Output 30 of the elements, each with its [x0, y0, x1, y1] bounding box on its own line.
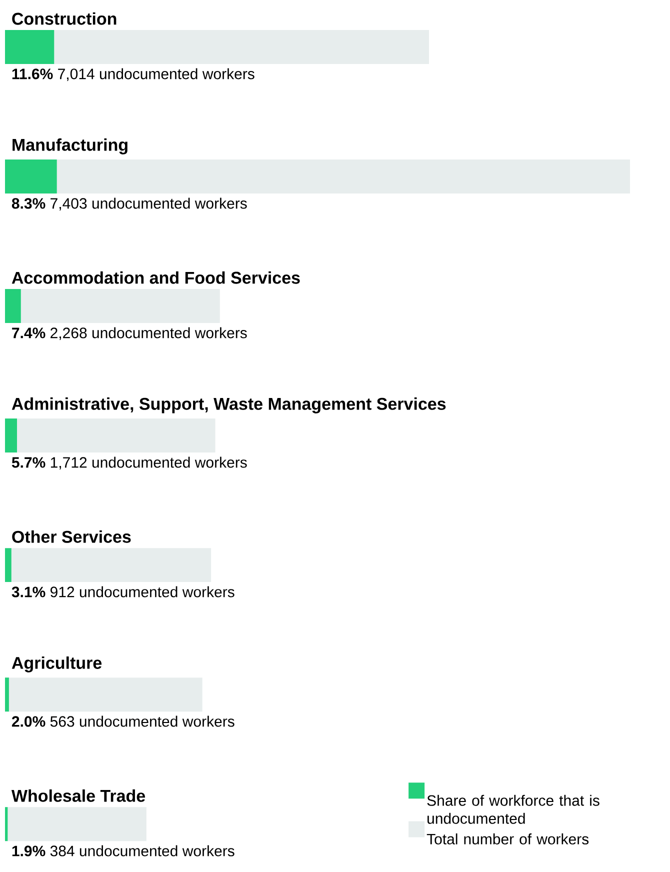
bar [5, 30, 54, 64]
bar [54, 30, 429, 64]
y-tick-label: Other Services [12, 530, 131, 543]
data-label: 1.9% 384 undocumented workers [12, 845, 234, 856]
y-tick-label: Wholesale Trade [11, 789, 146, 802]
y-tick-label: Construction [12, 12, 116, 25]
data-label: 7.4% 2,268 undocumented workers [12, 327, 247, 340]
bar [11, 548, 212, 582]
bar [16, 418, 216, 453]
y-tick-label: Manufacturing [12, 138, 128, 154]
y-tick-label: Administrative, Support, Waste Management Services [12, 397, 446, 414]
bar [56, 160, 630, 194]
data-label: 3.1% 912 undocumented workers [12, 586, 234, 598]
bar [5, 289, 21, 324]
bar [5, 160, 57, 194]
bar [8, 678, 202, 712]
y-tick-label: Accommodation and Food Services [12, 271, 300, 284]
legend-label: Total number of workers [426, 833, 589, 844]
bar [8, 807, 146, 842]
bar [5, 548, 12, 582]
data-label: 2.0% 563 undocumented workers [12, 716, 234, 727]
data-label: 5.7% 1,712 undocumented workers [12, 456, 247, 470]
y-tick-label: Agriculture [12, 656, 102, 672]
bar [5, 418, 17, 453]
data-label: 11.6% 7,014 undocumented workers [12, 68, 254, 81]
bar [20, 289, 220, 324]
legend-label: Share of workforce that is undocumented [427, 794, 600, 824]
bar [5, 678, 9, 712]
bar [5, 807, 8, 842]
data-label: 8.3% 7,403 undocumented workers [12, 198, 247, 211]
